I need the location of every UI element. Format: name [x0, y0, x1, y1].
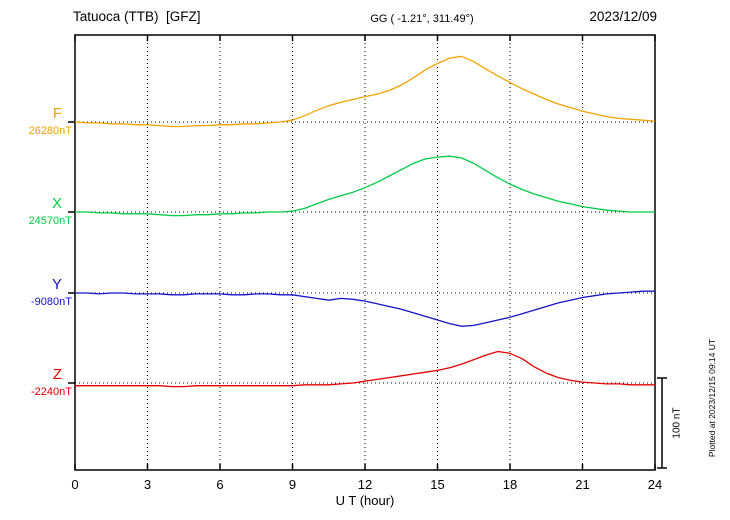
plot-date: 2023/12/09 [589, 9, 657, 24]
x-tick-label-3: 3 [143, 477, 152, 492]
channel-baseline-value-F: 26280nT [28, 125, 72, 137]
trace-X [75, 155, 655, 217]
trace-F [74, 55, 656, 128]
x-tick-label-18: 18 [502, 477, 518, 492]
channel-label-Z: Z [52, 366, 62, 383]
geographic-coordinates: GG ( -1.21°, 311.49°) [370, 13, 474, 25]
channel-label-F: F [52, 105, 62, 122]
x-tick-label-24: 24 [647, 477, 663, 492]
x-tick-label-15: 15 [430, 477, 445, 492]
x-tick-label-21: 21 [575, 477, 590, 492]
x-tick-label-0: 0 [71, 477, 79, 492]
plotted-timestamp-note: Plotted at 2023/12/15 09:14 UT [707, 338, 717, 458]
channel-baseline-value-X: 24570nT [28, 215, 72, 227]
channel-label-X: X [51, 195, 62, 212]
plot-frame [74, 34, 656, 471]
x-tick-label-9: 9 [288, 477, 297, 492]
trace-Z [75, 350, 655, 388]
x-tick-label-6: 6 [216, 477, 224, 492]
channel-label-Y: Y [51, 276, 62, 293]
channel-baseline-value-Y: -9080nT [31, 296, 72, 308]
x-tick-label-12: 12 [357, 477, 373, 492]
trace-Y [75, 290, 655, 327]
station-title: Tatuoca (TTB) [GFZ] [73, 9, 201, 24]
scale-bar-label: 100 nT [671, 407, 683, 439]
channel-baseline-value-Z: -2240nT [31, 386, 72, 398]
x-axis-label: U T (hour) [335, 493, 395, 508]
